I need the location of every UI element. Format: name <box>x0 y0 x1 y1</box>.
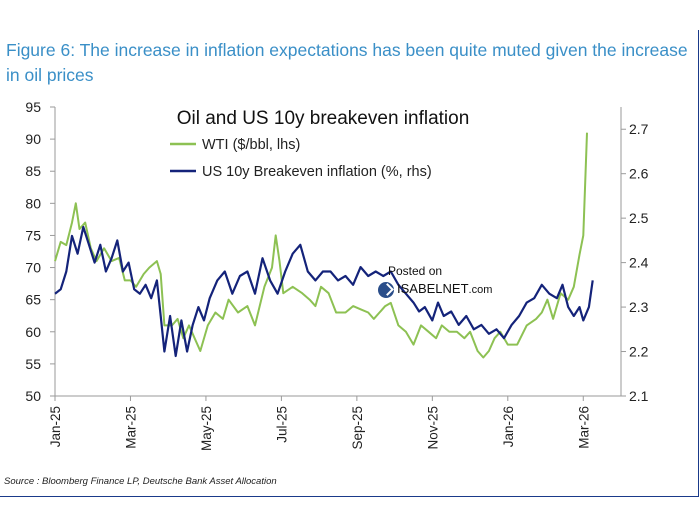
left-axis-tick-label: 70 <box>25 260 41 276</box>
watermark: Posted on ISABELNET.com <box>378 264 528 304</box>
right-axis-tick-label: 2.2 <box>629 344 649 360</box>
x-axis-tick-label: Sep-25 <box>350 406 365 450</box>
watermark-site: ISABELNET.com <box>397 281 493 296</box>
left-axis-tick-label: 55 <box>25 356 41 372</box>
x-axis-tick-label: Jan-25 <box>48 406 63 447</box>
right-axis-tick-label: 2.3 <box>629 299 649 315</box>
x-axis-tick-label: Jul-25 <box>274 406 289 443</box>
left-axis-tick-label: 80 <box>25 195 41 211</box>
right-axis-tick-label: 2.7 <box>629 121 649 137</box>
left-axis-tick-label: 60 <box>25 324 41 340</box>
left-axis-tick-label: 95 <box>25 99 41 115</box>
watermark-posted-on: Posted on <box>388 264 443 278</box>
x-axis-tick-label: May-25 <box>199 406 214 451</box>
breakeven-series-line <box>54 225 594 358</box>
figure-title: Figure 6: The increase in inflation expe… <box>6 40 688 85</box>
left-axis-tick-label: 85 <box>25 163 41 179</box>
left-axis-tick-label: 65 <box>25 292 41 308</box>
chart-title: Oil and US 10y breakeven inflation <box>177 108 470 129</box>
right-axis-tick-label: 2.6 <box>629 166 649 182</box>
isabelnet-logo-icon <box>378 282 394 298</box>
legend-label-wti: WTI ($/bbl, lhs) <box>202 137 300 153</box>
right-axis-tick-label: 2.1 <box>629 388 649 404</box>
source-note: Source : Bloomberg Finance LP, Deutsche … <box>4 476 277 487</box>
x-axis-tick-label: Mar-25 <box>123 406 138 449</box>
x-axis-tick-label: Jan-26 <box>501 406 516 447</box>
figure-frame <box>0 30 699 497</box>
left-axis-tick-label: 50 <box>25 388 41 404</box>
x-axis-tick-label: Nov-25 <box>425 406 440 450</box>
left-axis-tick-label: 75 <box>25 227 41 243</box>
x-axis-tick-label: Mar-26 <box>576 406 591 449</box>
right-axis-tick-label: 2.4 <box>629 255 649 271</box>
legend-label-breakeven: US 10y Breakeven inflation (%, rhs) <box>202 164 432 180</box>
left-axis-tick-label: 90 <box>25 131 41 147</box>
right-axis-tick-label: 2.5 <box>629 210 649 226</box>
